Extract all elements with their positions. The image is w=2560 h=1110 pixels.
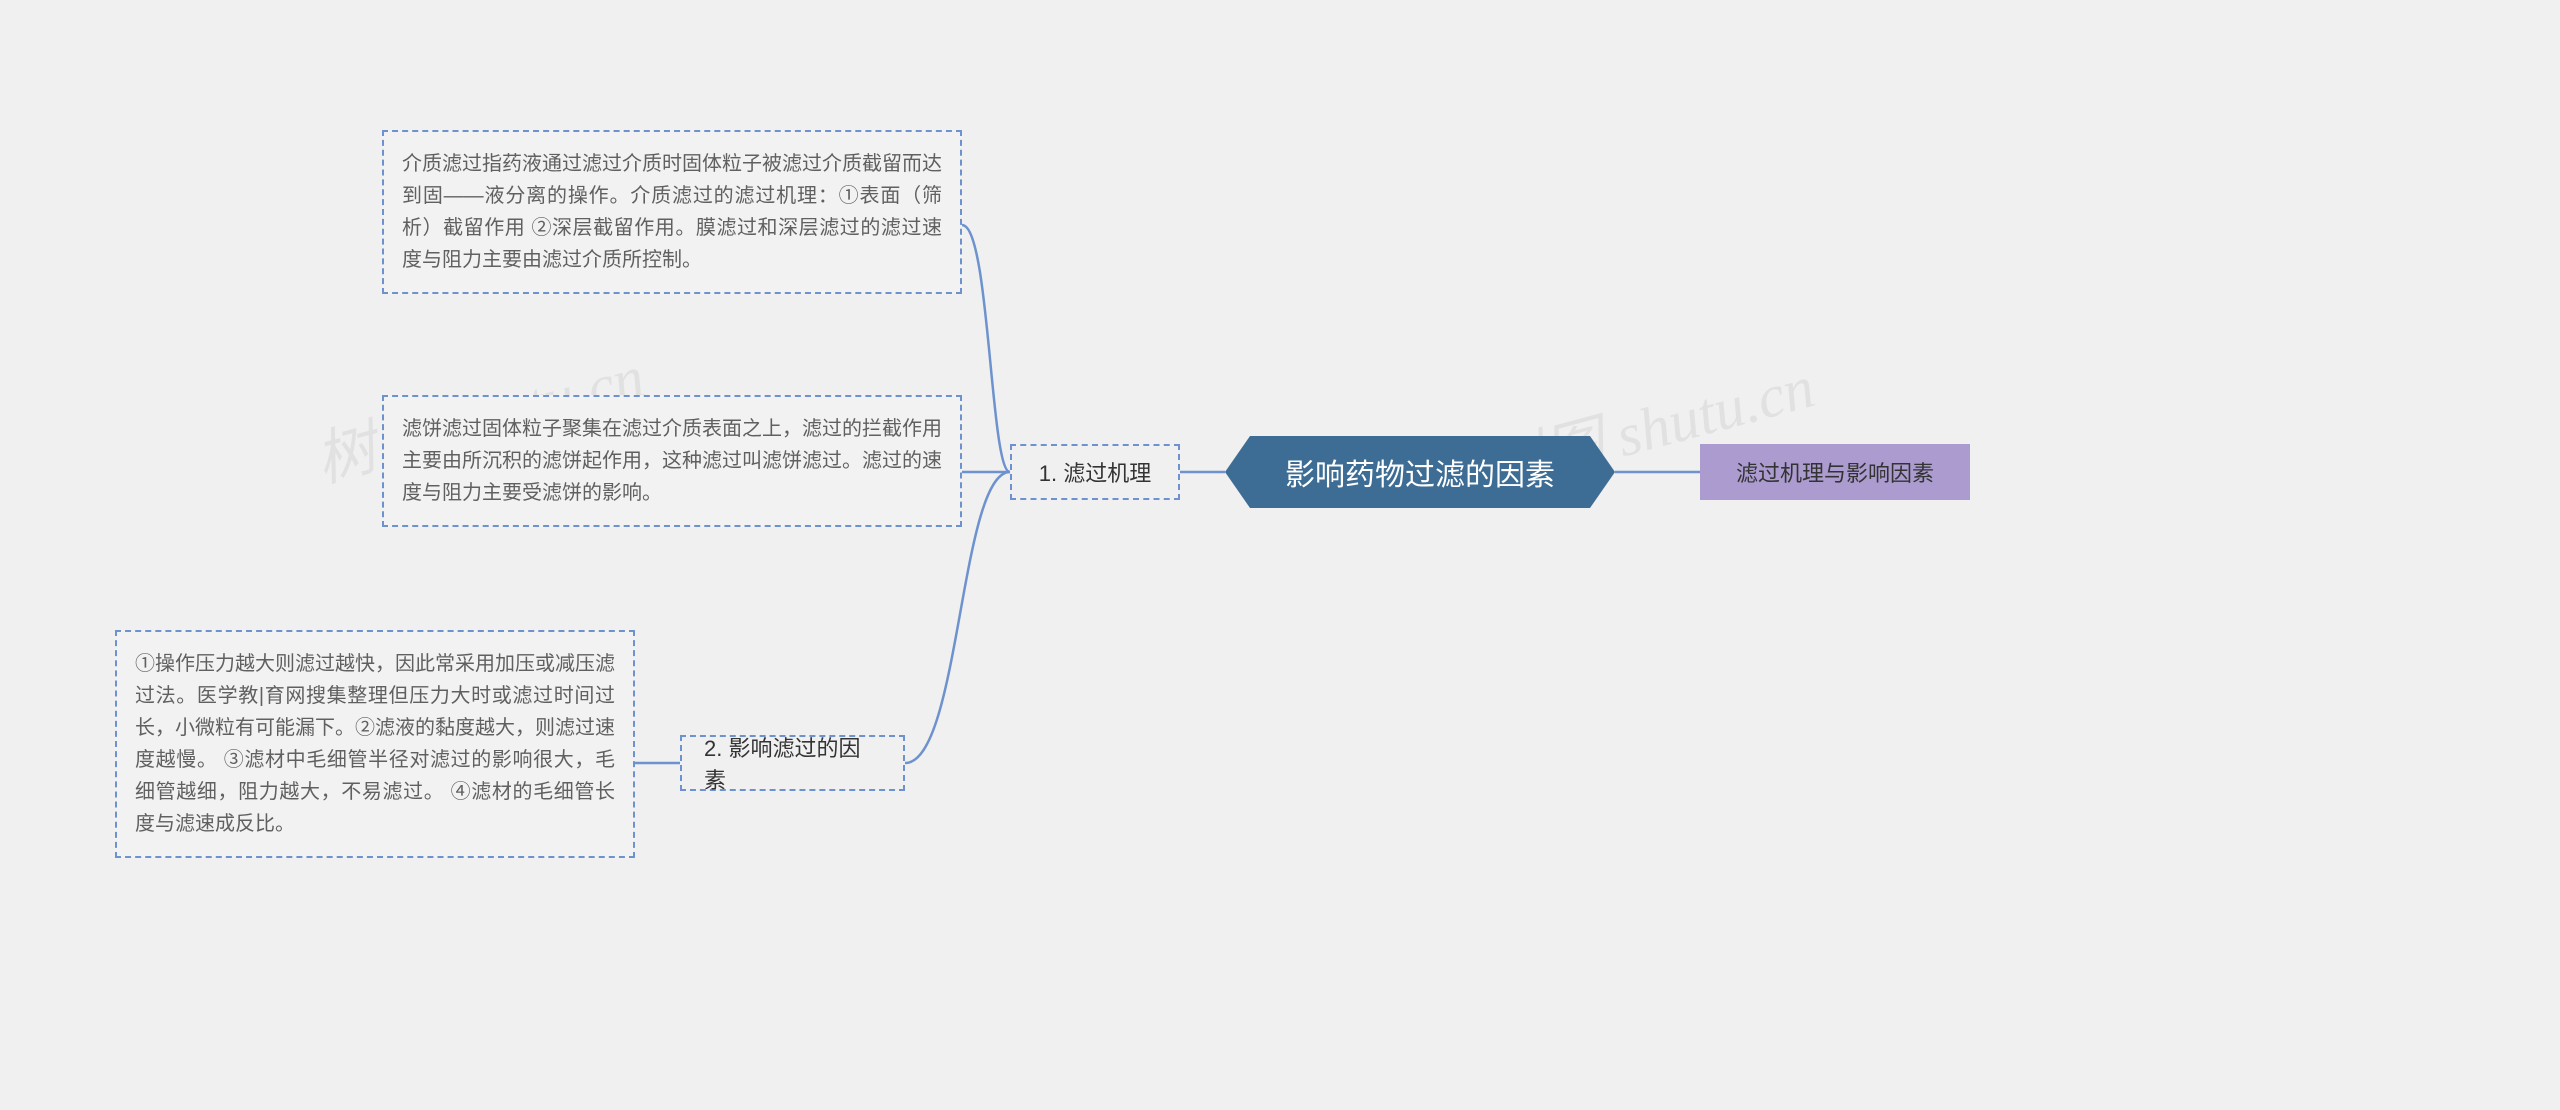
leaf-3-node: ①操作压力越大则滤过越快，因此常采用加压或减压滤过法。医学教|育网搜集整理但压力… (115, 630, 635, 858)
leaf-1-node: 介质滤过指药液通过滤过介质时固体粒子被滤过介质截留而达到固——液分离的操作。介质… (382, 130, 962, 294)
leaf-3-text: ①操作压力越大则滤过越快，因此常采用加压或减压滤过法。医学教|育网搜集整理但压力… (135, 648, 615, 840)
left-branch-1-node: 1. 滤过机理 (1010, 444, 1180, 500)
root-text: 影响药物过滤的因素 (1285, 450, 1555, 494)
leaf-2-text: 滤饼滤过固体粒子聚集在滤过介质表面之上，滤过的拦截作用主要由所沉积的滤饼起作用，… (402, 413, 942, 509)
left-branch-1-text: 1. 滤过机理 (1039, 456, 1151, 488)
left-branch-2-node: 2. 影响滤过的因素 (680, 735, 905, 791)
right-branch-text: 滤过机理与影响因素 (1736, 456, 1934, 488)
left-branch-2-text: 2. 影响滤过的因素 (704, 731, 881, 795)
root-node: 影响药物过滤的因素 (1225, 436, 1615, 508)
leaf-2-node: 滤饼滤过固体粒子聚集在滤过介质表面之上，滤过的拦截作用主要由所沉积的滤饼起作用，… (382, 395, 962, 527)
right-branch-node: 滤过机理与影响因素 (1700, 444, 1970, 500)
leaf-1-text: 介质滤过指药液通过滤过介质时固体粒子被滤过介质截留而达到固——液分离的操作。介质… (402, 148, 942, 276)
